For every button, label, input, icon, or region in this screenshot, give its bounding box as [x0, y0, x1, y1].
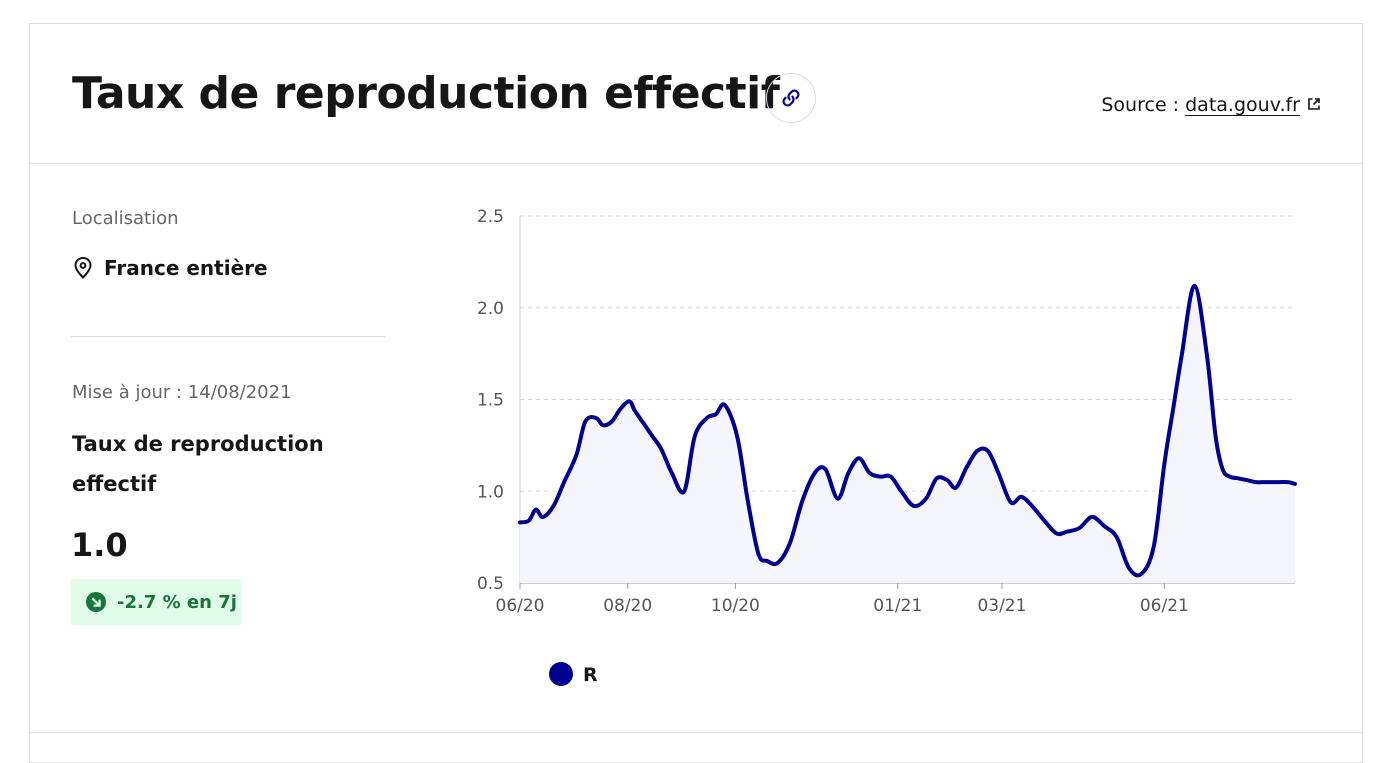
map-pin-icon: [74, 256, 92, 279]
series-area: [520, 285, 1295, 583]
series-line: [518, 283, 1297, 578]
source-link[interactable]: data.gouv.fr: [1185, 94, 1322, 116]
location-value: France entière: [104, 256, 268, 280]
x-tick-label: 01/21: [873, 596, 922, 616]
legend-marker: [549, 662, 573, 686]
update-date: Mise à jour : 14/08/2021: [72, 382, 292, 403]
section-divider: [30, 732, 1362, 733]
y-tick-label: 1.5: [477, 391, 504, 411]
source-link-text: data.gouv.fr: [1185, 94, 1300, 116]
y-tick-label: 1.0: [477, 482, 504, 502]
location-label: Localisation: [72, 208, 179, 229]
card-header: Taux de reproduction effectif Source : d…: [30, 24, 1362, 164]
metric-title: Taux de reproduction effectif: [72, 432, 324, 496]
metric-value: 1.0: [71, 526, 128, 564]
arrow-down-right-icon: [86, 592, 106, 612]
trend-text: -2.7 % en 7j: [117, 591, 237, 613]
copy-link-button[interactable]: [766, 73, 816, 123]
source-prefix: Source :: [1101, 94, 1186, 116]
external-link-icon: [1308, 98, 1320, 110]
x-tick-label: 03/21: [977, 596, 1026, 616]
x-tick-label: 10/20: [711, 596, 760, 616]
trend-badge: -2.7 % en 7j: [71, 579, 241, 625]
legend-label: R: [583, 664, 598, 686]
x-tick-label: 08/20: [603, 596, 652, 616]
x-tick-label: 06/20: [496, 596, 545, 616]
x-tick-label: 06/21: [1140, 596, 1189, 616]
link-icon: [782, 89, 800, 107]
y-tick-label: 2.0: [477, 299, 504, 319]
source-attribution: Source : data.gouv.fr: [1101, 94, 1322, 116]
r-chart: 0.5 1.0 1.5 2.0 2.5 06/20 08/20 10/20 01/21 03/21…: [477, 207, 1297, 686]
location-selector[interactable]: France entière: [72, 256, 268, 280]
sidebar-divider: [71, 336, 385, 337]
chart-card: Taux de reproduction effectif Source : d…: [29, 23, 1363, 763]
y-tick-label: 2.5: [477, 207, 504, 227]
page-title: Taux de reproduction effectif: [72, 68, 780, 119]
y-tick-label: 0.5: [477, 574, 504, 594]
